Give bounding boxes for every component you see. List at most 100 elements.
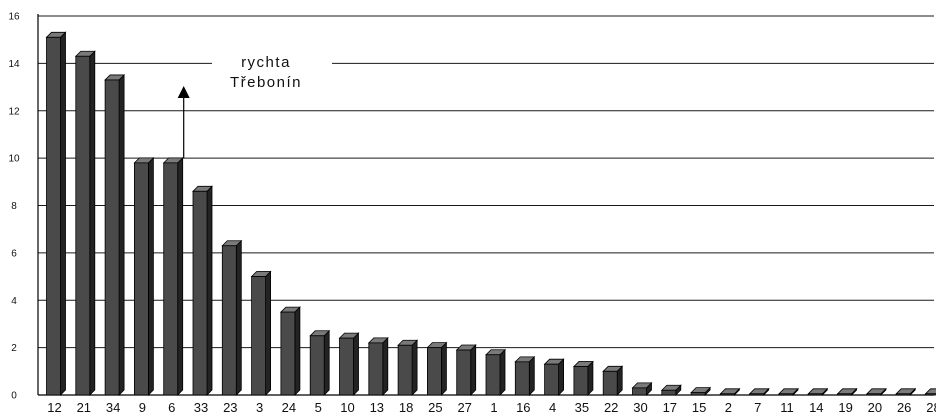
x-tick-label: 28 <box>926 400 936 415</box>
bar-5 <box>309 329 331 396</box>
x-tick-label: 21 <box>77 400 91 415</box>
bar-13 <box>367 336 389 396</box>
x-tick-label: 5 <box>315 400 322 415</box>
bar-side <box>147 156 154 396</box>
bar-side <box>587 360 594 396</box>
bar-front <box>133 162 149 396</box>
bar-side <box>558 358 564 396</box>
x-tick-label: 33 <box>194 400 208 415</box>
bar-side <box>382 336 389 396</box>
y-tick-label: 12 <box>8 106 20 117</box>
x-tick-label: 34 <box>106 400 120 415</box>
x-tick-label: 20 <box>868 400 882 415</box>
bar-front <box>866 393 882 396</box>
x-tick-label: 6 <box>168 400 175 415</box>
x-tick-label: 9 <box>139 400 146 415</box>
x-tick-label: 19 <box>838 400 852 415</box>
y-tick-label: 4 <box>11 296 17 307</box>
bar-front <box>46 36 61 396</box>
bar-21 <box>74 50 96 396</box>
bar-front <box>514 361 530 396</box>
annotation: rychta Třebonín <box>177 50 332 158</box>
bar-33 <box>192 185 213 396</box>
x-tick-label: 25 <box>428 400 442 415</box>
bar-front <box>544 363 559 396</box>
bar-25 <box>426 341 448 396</box>
bar-side <box>177 156 184 396</box>
bar-6 <box>162 156 184 396</box>
bar-front <box>309 335 325 396</box>
bar-front <box>163 162 179 396</box>
bar-side <box>235 239 242 396</box>
bar-9 <box>133 156 155 396</box>
x-tick-label: 12 <box>47 400 61 415</box>
y-tick-label: 14 <box>8 59 20 70</box>
x-tick-label: 7 <box>754 400 761 415</box>
bar-3 <box>250 270 272 396</box>
bar-front <box>75 55 91 396</box>
bar-19 <box>836 387 858 396</box>
x-tick-label: 23 <box>223 400 237 415</box>
bar-side <box>89 50 96 396</box>
annotation-label: rychta <box>241 54 291 71</box>
bar-front <box>280 311 296 396</box>
bar-side <box>470 344 477 396</box>
bar-front <box>895 393 911 396</box>
x-tick-label: 26 <box>897 400 911 415</box>
bar-22 <box>602 365 624 396</box>
x-tick-label: 10 <box>340 400 354 415</box>
y-tick-label: 2 <box>11 343 17 354</box>
x-tick-label: 4 <box>549 400 556 415</box>
bar-front <box>632 387 647 396</box>
bar-1 <box>485 348 506 396</box>
x-tick-label: 13 <box>370 400 384 415</box>
bar-front <box>749 393 765 396</box>
bar-front <box>339 337 354 396</box>
x-tick-label: 11 <box>780 400 794 415</box>
bar-28 <box>924 388 936 396</box>
y-tick-label: 10 <box>8 154 20 165</box>
bar-front <box>397 344 413 396</box>
gridlines <box>38 15 934 349</box>
x-tick-label: 17 <box>663 400 677 415</box>
bar-14 <box>807 387 829 396</box>
bar-17 <box>660 384 682 396</box>
bar-18 <box>397 339 419 396</box>
x-tick-label: 14 <box>809 400 823 415</box>
bar-side <box>118 73 125 396</box>
bar-side <box>411 339 418 396</box>
bars <box>45 31 936 396</box>
bar-front <box>661 389 677 396</box>
y-tick-label: 6 <box>11 248 17 259</box>
bar-front <box>104 79 120 396</box>
bar-15 <box>690 386 712 396</box>
y-tick-label: 8 <box>11 201 17 212</box>
bar-front <box>251 276 267 396</box>
bar-front <box>573 366 589 396</box>
bar-side <box>528 355 535 396</box>
bar-side <box>323 329 330 396</box>
annotation-arrow-head <box>177 86 190 98</box>
y-tick-label: 0 <box>11 391 17 402</box>
x-tick-label: 2 <box>725 400 732 415</box>
bar-front <box>690 392 706 396</box>
bar-side <box>353 332 359 396</box>
bar-16 <box>514 355 536 396</box>
bar-2 <box>719 387 741 396</box>
x-tick-label: 30 <box>633 400 647 415</box>
bar-34 <box>104 73 126 396</box>
bar-front <box>720 393 735 396</box>
bar-front <box>837 393 852 396</box>
bar-front <box>368 342 384 396</box>
x-tick-label: 15 <box>692 400 706 415</box>
bar-24 <box>279 306 301 396</box>
x-tick-label: 18 <box>399 400 413 415</box>
y-tick-label: 16 <box>8 12 20 23</box>
bar-11 <box>778 387 799 396</box>
annotation-background <box>212 50 332 102</box>
x-tick-label: 24 <box>282 400 296 415</box>
x-tick-label: 27 <box>457 400 471 415</box>
x-tick-label: 3 <box>256 400 263 415</box>
bar-front <box>807 393 823 396</box>
